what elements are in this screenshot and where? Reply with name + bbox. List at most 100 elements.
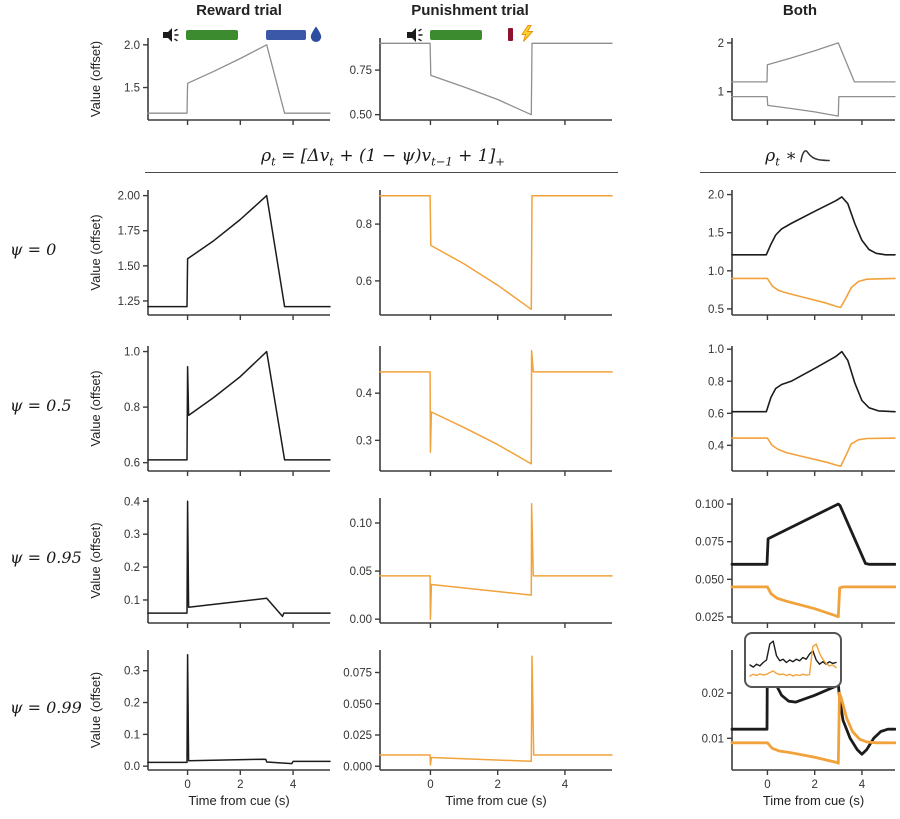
svg-text:0.025: 0.025	[343, 730, 372, 742]
svg-text:Time from cue (s): Time from cue (s)	[763, 793, 864, 808]
speaker-icon	[162, 27, 182, 43]
column-title-reward: Reward trial	[196, 2, 282, 19]
svg-text:0.3: 0.3	[124, 529, 140, 541]
svg-text:1.25: 1.25	[118, 296, 140, 308]
panel-psi0.95-reward: 0.1 0.2 0.3 0.4 Value (offset)	[86, 490, 332, 637]
svg-text:0: 0	[764, 779, 770, 791]
row-label-psi-0.95: ψ = 0.95	[10, 548, 82, 567]
cue-bar	[430, 30, 482, 40]
svg-text:1.0: 1.0	[124, 347, 140, 359]
svg-text:0: 0	[427, 779, 433, 791]
panel-top-punishment: 0.50 0.75	[334, 26, 614, 130]
panel-psi0-reward: 1.25 1.50 1.75 2.00 Value (offset)	[86, 182, 332, 329]
svg-text:2: 2	[811, 779, 817, 791]
svg-text:2.00: 2.00	[118, 191, 140, 203]
panel-psi0.5-punishment: 0.3 0.4	[334, 338, 614, 485]
svg-text:1.0: 1.0	[708, 344, 724, 356]
svg-text:Time from cue (s): Time from cue (s)	[188, 793, 289, 808]
svg-text:0.2: 0.2	[124, 698, 140, 710]
svg-text:1.5: 1.5	[124, 83, 140, 95]
svg-text:0.3: 0.3	[124, 666, 140, 678]
svg-text:0.0: 0.0	[124, 761, 140, 773]
svg-text:0.050: 0.050	[695, 574, 724, 586]
svg-text:2.0: 2.0	[708, 190, 724, 202]
svg-text:0.02: 0.02	[702, 688, 724, 700]
panel-psi0.99-reward: 0.0 0.1 0.2 0.3 0 2 4 Time from cue (s) Value (o…	[86, 642, 332, 812]
panel-psi0-punishment: 0.6 0.8	[334, 182, 614, 329]
panel-top-reward: 1.5 2.0 Value (offset)	[86, 26, 332, 130]
panel-psi0.99-both: 0.01 0.02 0 2 4 Time from cue (s)	[684, 642, 897, 812]
svg-text:4: 4	[290, 779, 297, 791]
row-label-psi-0.99: ψ = 0.99	[10, 698, 82, 717]
svg-text:Time from cue (s): Time from cue (s)	[445, 793, 546, 808]
svg-text:2: 2	[494, 779, 500, 791]
svg-text:0.1: 0.1	[124, 729, 140, 741]
svg-text:Value (offset): Value (offset)	[88, 41, 103, 117]
svg-text:0.6: 0.6	[356, 276, 372, 288]
panel-psi0.5-both: 0.4 0.6 0.8 1.0	[684, 338, 896, 485]
svg-text:2.0: 2.0	[124, 40, 140, 52]
formula-rho: ρt = [Δvt + (1 − ψ)vt−1 + 1]+	[261, 146, 505, 169]
svg-text:0.100: 0.100	[695, 499, 724, 511]
svg-text:0.05: 0.05	[350, 566, 372, 578]
svg-text:1: 1	[718, 87, 724, 99]
inset-dopamine-data	[744, 632, 842, 688]
svg-text:Value (offset): Value (offset)	[88, 672, 103, 748]
svg-text:0.025: 0.025	[695, 612, 724, 624]
svg-text:1.50: 1.50	[118, 261, 140, 273]
svg-text:0.01: 0.01	[702, 733, 724, 745]
svg-text:0.075: 0.075	[695, 537, 724, 549]
svg-text:0.050: 0.050	[343, 699, 372, 711]
svg-text:0.8: 0.8	[356, 219, 372, 231]
svg-text:2: 2	[718, 38, 724, 50]
panel-psi0.99-punishment: 0.000 0.025 0.050 0.075 0 2 4 Time from cue (s)	[334, 642, 614, 812]
svg-text:0: 0	[184, 779, 190, 791]
row-label-psi-0: ψ = 0	[10, 240, 57, 259]
svg-text:0.4: 0.4	[708, 440, 725, 452]
svg-text:0.8: 0.8	[708, 376, 724, 388]
svg-text:4: 4	[562, 779, 569, 791]
panel-psi0.95-punishment: 0.00 0.05 0.10	[334, 490, 614, 637]
svg-text:0.5: 0.5	[708, 304, 724, 316]
column-title-punishment: Punishment trial	[411, 2, 529, 19]
svg-text:0.4: 0.4	[356, 388, 373, 400]
speaker-icon	[406, 27, 426, 43]
svg-text:0.8: 0.8	[124, 402, 140, 414]
kernel-curve-icon	[799, 150, 830, 163]
reward-bar	[266, 30, 306, 40]
svg-text:0.000: 0.000	[343, 761, 372, 773]
svg-text:0.75: 0.75	[350, 65, 372, 77]
svg-text:Value (offset): Value (offset)	[88, 522, 103, 598]
svg-text:0.10: 0.10	[350, 518, 372, 530]
svg-text:0.6: 0.6	[124, 458, 140, 470]
panel-psi0.95-both: 0.025 0.050 0.075 0.100	[684, 490, 897, 637]
svg-text:Value (offset): Value (offset)	[88, 214, 103, 290]
cue-bar	[186, 30, 238, 40]
row-label-psi-0.5: ψ = 0.5	[10, 396, 72, 415]
svg-text:0.00: 0.00	[350, 614, 372, 626]
svg-text:0.50: 0.50	[350, 110, 372, 122]
svg-text:1.75: 1.75	[118, 226, 140, 238]
svg-text:1.0: 1.0	[708, 266, 724, 278]
formula-rho-convolved-text: ρt ∗	[765, 146, 797, 169]
panel-psi0-both: 0.5 1.0 1.5 2.0	[684, 182, 896, 329]
bolt-icon	[520, 25, 535, 42]
svg-text:0.2: 0.2	[124, 562, 140, 574]
svg-text:0.075: 0.075	[343, 668, 372, 680]
svg-text:2: 2	[237, 779, 243, 791]
column-title-both: Both	[782, 2, 818, 19]
svg-text:Value (offset): Value (offset)	[88, 370, 103, 446]
svg-text:1.5: 1.5	[708, 228, 724, 240]
svg-text:4: 4	[859, 779, 866, 791]
shock-tick	[508, 28, 513, 41]
svg-text:0.6: 0.6	[708, 408, 724, 420]
formula-underline-right	[700, 172, 896, 173]
droplet-icon	[310, 26, 322, 42]
svg-text:0.4: 0.4	[124, 496, 141, 508]
panel-psi0.5-reward: 0.6 0.8 1.0 Value (offset)	[86, 338, 332, 485]
formula-underline-left	[145, 172, 618, 173]
svg-text:0.1: 0.1	[124, 595, 140, 607]
formula-rho-convolved: ρt ∗	[700, 146, 896, 168]
